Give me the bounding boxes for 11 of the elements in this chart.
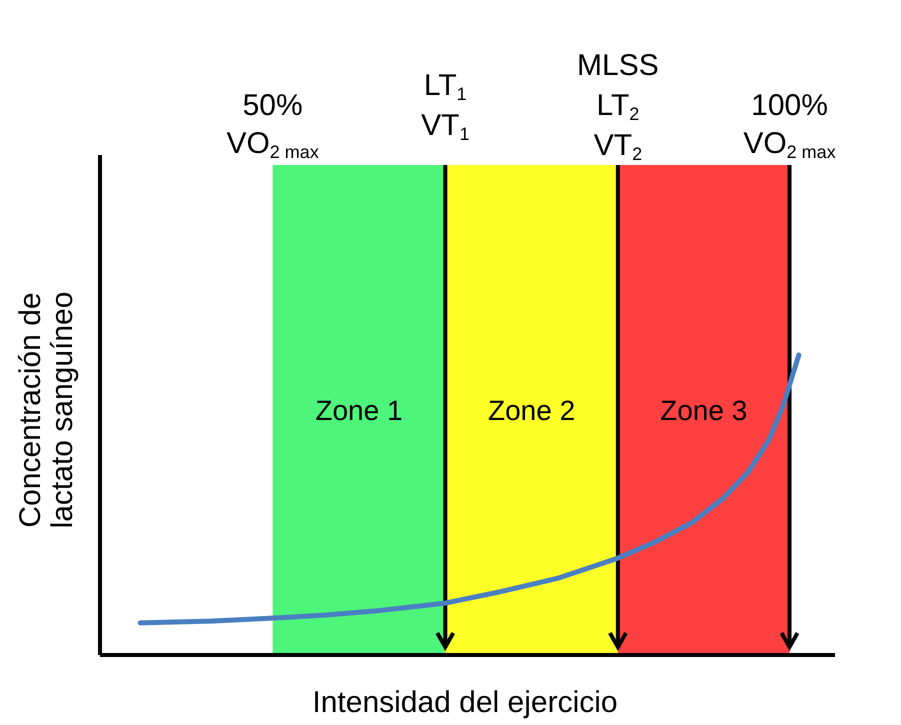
x-tick-label: 100%	[751, 89, 828, 122]
band-label: Zone 3	[660, 395, 748, 426]
y-axis-title: Concentración de lactato sanguíneo	[14, 292, 79, 528]
band-label: Zone 1	[315, 395, 403, 426]
x-tick-label: 50%	[242, 89, 303, 122]
text: VO$_{2 max}$	[226, 127, 319, 162]
x-axis-title: Intensidad del ejercicio	[312, 686, 618, 719]
band-label: Zone 2	[488, 395, 576, 426]
text: VO$_{2 max}$	[743, 127, 836, 162]
x-tick-label: LT$_{1}$ VT$_{1}$	[421, 69, 470, 144]
x-tick-label: MLSS LT$_{2}$ VT$_{2}$	[577, 49, 659, 164]
